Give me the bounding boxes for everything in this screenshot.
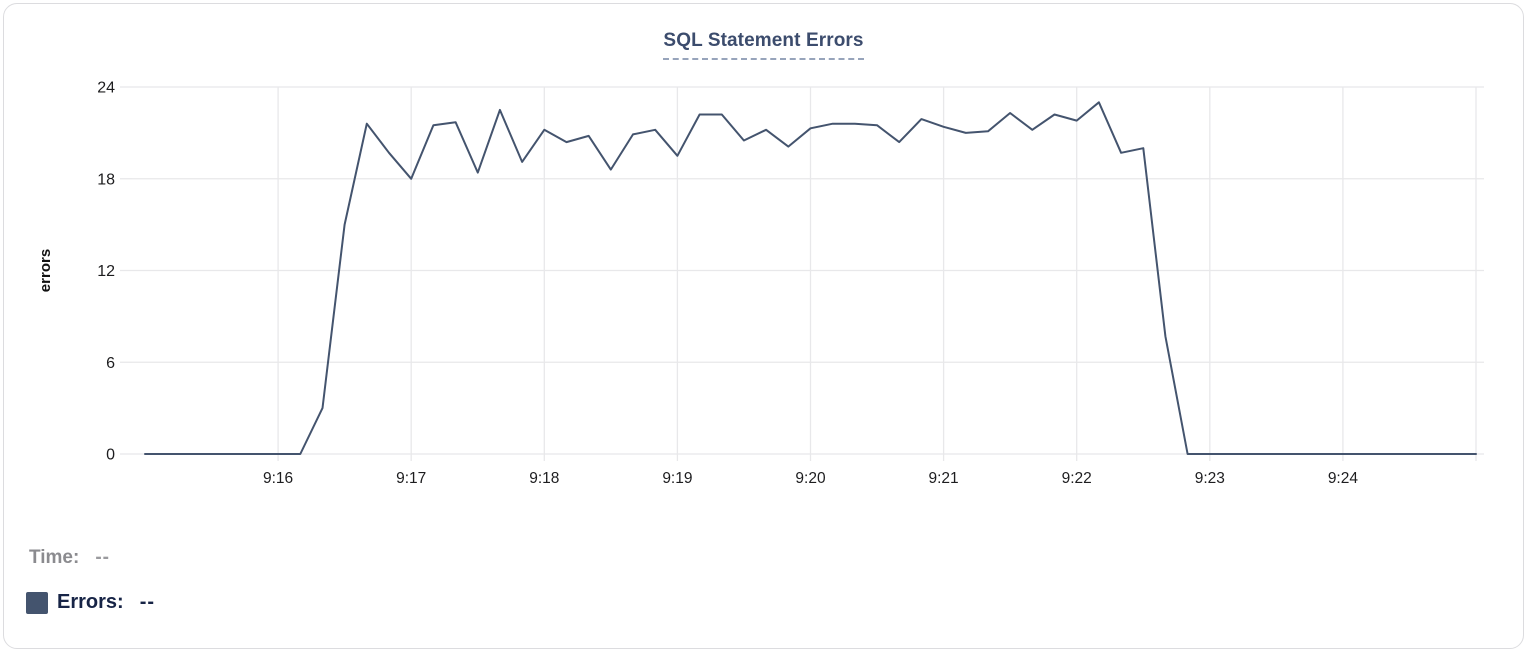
- errors-series-swatch: [26, 591, 48, 614]
- series-line-errors: [144, 101, 1477, 455]
- chart-card: SQL Statement Errors 0 6 12 18 24 9:16 9:17 9:1…: [3, 3, 1524, 649]
- y-axis-title: errors: [37, 249, 54, 292]
- svg-text:24: 24: [97, 80, 115, 97]
- hover-errors-row: Errors: --: [26, 591, 155, 614]
- errors-line-chart[interactable]: 0 6 12 18 24 9:16 9:17 9:18 9:19 9:20 9:21 9:22 9:23…: [4, 4, 1528, 509]
- hover-time-row: Time: --: [29, 547, 110, 569]
- svg-text:12: 12: [97, 263, 115, 280]
- svg-text:9:24: 9:24: [1328, 470, 1359, 487]
- time-value: --: [95, 547, 110, 568]
- svg-text:9:18: 9:18: [529, 470, 559, 487]
- chart-title[interactable]: SQL Statement Errors: [663, 30, 864, 60]
- svg-text:18: 18: [97, 171, 115, 188]
- errors-label: Errors:: [57, 591, 124, 613]
- svg-text:9:23: 9:23: [1195, 470, 1225, 487]
- time-label: Time:: [29, 547, 80, 568]
- grid: [120, 86, 1484, 461]
- errors-value: --: [139, 591, 156, 613]
- svg-text:9:19: 9:19: [662, 470, 692, 487]
- svg-text:9:17: 9:17: [396, 470, 426, 487]
- svg-text:9:21: 9:21: [929, 470, 959, 487]
- axis-labels: 0 6 12 18 24 9:16 9:17 9:18 9:19 9:20 9:21 9:22 9:23…: [97, 80, 1358, 488]
- svg-text:0: 0: [106, 447, 115, 464]
- svg-text:9:22: 9:22: [1062, 470, 1092, 487]
- chart-header: SQL Statement Errors: [4, 30, 1523, 60]
- svg-text:9:20: 9:20: [795, 470, 826, 487]
- svg-text:9:16: 9:16: [263, 470, 293, 487]
- svg-text:6: 6: [106, 355, 115, 372]
